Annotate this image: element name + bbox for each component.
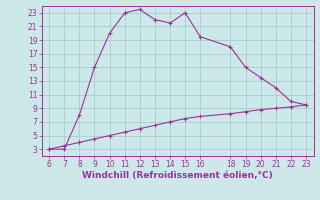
X-axis label: Windchill (Refroidissement éolien,°C): Windchill (Refroidissement éolien,°C) [82, 171, 273, 180]
